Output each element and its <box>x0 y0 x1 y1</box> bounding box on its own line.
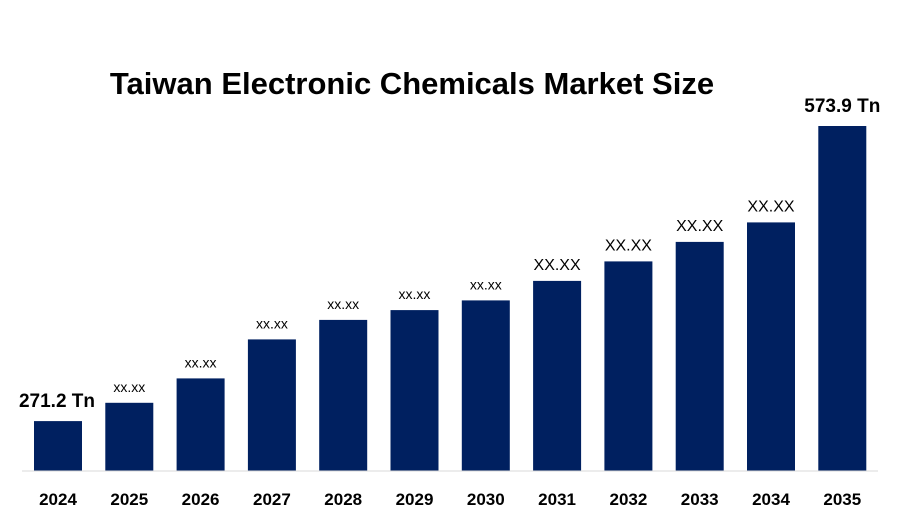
bar-2030 <box>461 300 510 471</box>
x-tick-label-2026: 2026 <box>182 490 220 509</box>
data-label-2033: XX.XX <box>676 218 723 235</box>
bar-2031 <box>533 280 582 471</box>
data-label-2025: xx.xx <box>113 379 145 395</box>
bar-2028 <box>319 319 368 471</box>
x-tick-label-2027: 2027 <box>253 490 291 509</box>
bar-2026 <box>176 378 225 471</box>
bar-2025 <box>105 402 154 471</box>
bar-2034 <box>747 222 795 471</box>
x-tick-label-2034: 2034 <box>752 490 790 509</box>
x-tick-label-2030: 2030 <box>467 490 505 509</box>
data-label-2035: 573.9 Tn <box>804 96 880 117</box>
data-label-2028: xx.xx <box>327 296 359 312</box>
x-tick-label-2033: 2033 <box>681 490 719 509</box>
x-tick-label-2032: 2032 <box>609 490 647 509</box>
x-tick-label-2035: 2035 <box>823 490 861 509</box>
data-label-2034: XX.XX <box>747 198 794 215</box>
bar-2029 <box>390 310 439 471</box>
x-tick-label-2024: 2024 <box>39 490 77 509</box>
bars-group <box>34 126 867 471</box>
bar-2035 <box>818 126 867 471</box>
bar-2027 <box>247 339 296 471</box>
data-label-2031: XX.XX <box>534 257 581 274</box>
x-tick-label-2031: 2031 <box>538 490 576 509</box>
data-label-2027: xx.xx <box>256 315 288 331</box>
bar-2024 <box>34 421 82 471</box>
bar-2033 <box>675 241 724 471</box>
data-label-2026: xx.xx <box>185 354 217 370</box>
x-tick-labels-group: 2024 2025 2026 2027 2028 2029 2030 2031 2032 2033… <box>39 490 861 509</box>
data-label-2024: 271.2 Tn <box>19 391 95 412</box>
x-tick-label-2028: 2028 <box>324 490 362 509</box>
data-labels-group: 271.2 Tn xx.xx xx.xx xx.xx xx.xx xx.xx xx.xx XX… <box>19 96 880 412</box>
chart-title: Taiwan Electronic Chemicals Market Size <box>110 66 714 101</box>
bar-2032 <box>604 261 653 471</box>
data-label-2032: XX.XX <box>605 237 652 254</box>
data-label-2030: xx.xx <box>470 276 502 292</box>
x-tick-label-2029: 2029 <box>396 490 434 509</box>
data-label-2029: xx.xx <box>399 286 431 302</box>
x-tick-label-2025: 2025 <box>110 490 148 509</box>
